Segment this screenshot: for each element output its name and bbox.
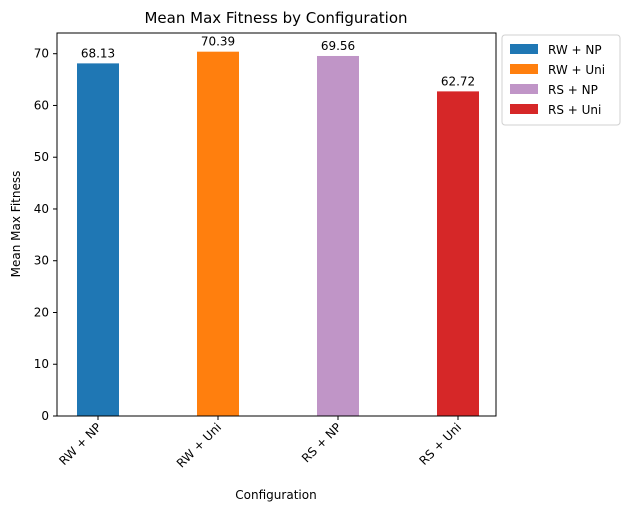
legend-entry: RS + Uni bbox=[548, 103, 601, 117]
y-tick-label: 10 bbox=[34, 357, 49, 371]
bar-rw-uni bbox=[197, 51, 239, 416]
x-tick-label: RS + Uni bbox=[416, 420, 464, 468]
y-axis-label: Mean Max Fitness bbox=[9, 171, 23, 278]
bar-rs-np bbox=[317, 55, 359, 416]
data-label: 69.56 bbox=[321, 39, 355, 53]
y-tick-label: 60 bbox=[34, 98, 49, 112]
y-tick-label: 0 bbox=[41, 409, 49, 423]
plot-area: 68.13 70.39 69.56 62.72 0 10 20 30 40 50 60 70 RW + … bbox=[34, 32, 497, 471]
legend-swatch bbox=[510, 104, 538, 114]
x-tick-label: RW + Uni bbox=[174, 420, 224, 470]
legend-box bbox=[501, 34, 621, 126]
axes-frame bbox=[56, 32, 497, 417]
legend-swatch bbox=[510, 64, 538, 74]
y-tick-label: 30 bbox=[34, 254, 49, 268]
legend-swatch bbox=[510, 44, 538, 54]
x-tick-label: RS + NP bbox=[299, 420, 344, 465]
bar-rw-np bbox=[77, 63, 119, 416]
chart-title: Mean Max Fitness by Configuration bbox=[144, 9, 407, 27]
legend-swatch bbox=[510, 84, 538, 94]
x-axis-label: Configuration bbox=[235, 488, 316, 502]
data-label: 70.39 bbox=[201, 35, 235, 49]
bar-rs-uni bbox=[437, 91, 479, 416]
y-tick-label: 70 bbox=[34, 47, 49, 61]
legend-entry: RW + Uni bbox=[548, 63, 605, 77]
x-tick-label: RW + NP bbox=[56, 420, 104, 468]
legend: RW + NP RW + Uni RS + NP RS + Uni bbox=[501, 34, 621, 126]
y-tick-label: 50 bbox=[34, 150, 49, 164]
data-label: 68.13 bbox=[81, 46, 115, 60]
y-tick-label: 40 bbox=[34, 202, 49, 216]
legend-entry: RS + NP bbox=[548, 83, 598, 97]
data-label: 62.72 bbox=[441, 74, 475, 88]
y-tick-label: 20 bbox=[34, 305, 49, 319]
legend-entry: RW + NP bbox=[548, 43, 602, 57]
